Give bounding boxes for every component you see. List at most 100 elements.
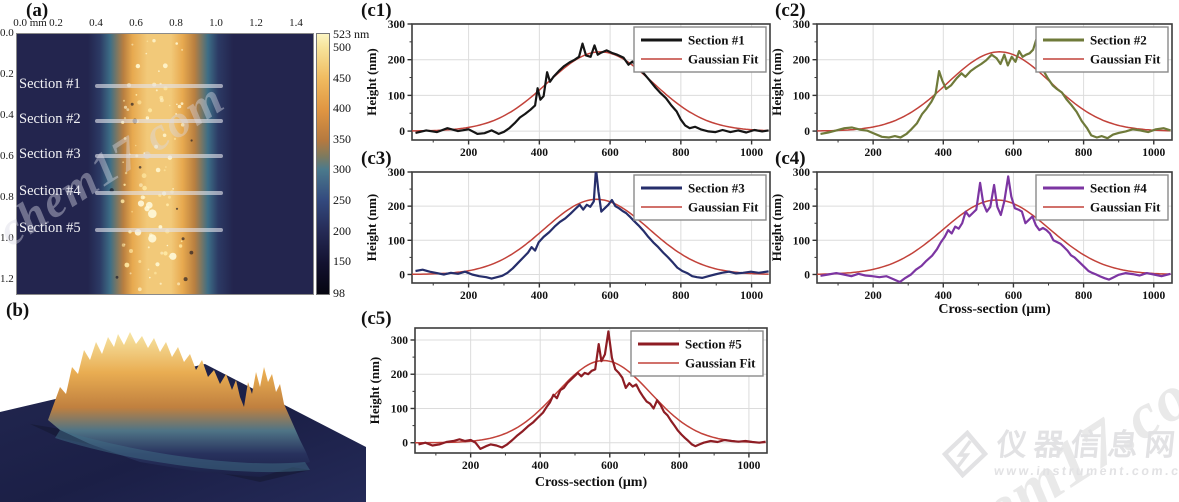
- x-tick-label: 1000: [740, 290, 763, 302]
- x-tick-label: 800: [672, 290, 690, 302]
- legend-label: Gaussian Fit: [688, 200, 759, 215]
- plot-frame: [816, 23, 1173, 141]
- y-tick-label: 0: [402, 438, 408, 450]
- surface-ridge: [48, 332, 310, 477]
- gaussian-fit-line: [412, 198, 769, 276]
- watermark-diagonal-bottom-right: chem17.com: [912, 330, 1179, 502]
- legend-box: [633, 174, 767, 221]
- y-axis-title: Height (nm): [772, 48, 784, 116]
- gaussian-fit-line: [412, 51, 769, 132]
- panel-a-y-tick: 0.4: [0, 108, 14, 121]
- x-tick-label: 400: [935, 147, 953, 158]
- section-data-line: [415, 42, 769, 135]
- section-label: Section #5: [19, 219, 81, 236]
- y-axis-title: Height (nm): [367, 357, 382, 425]
- watermark-site-url: www.instrument.com.cn: [993, 463, 1179, 478]
- x-tick-label: 600: [601, 147, 619, 158]
- legend: Section #2 Gaussian Fit: [1035, 26, 1169, 73]
- panel-a-x-tick: 0.8: [169, 17, 183, 29]
- y-tick-label: 100: [388, 90, 406, 102]
- y-tick-label: 0: [804, 269, 810, 281]
- panel-c1-label: (c1): [361, 0, 392, 21]
- plot-frame: [414, 327, 768, 454]
- legend-box: [633, 26, 767, 73]
- legend-label: Section #2: [1090, 33, 1147, 48]
- panel-c4-label: (c4): [775, 148, 806, 169]
- x-tick-label: 200: [865, 290, 883, 302]
- panel-a-y-tick: 1.2: [0, 272, 14, 285]
- panel-a-y-tick: 0.6: [0, 149, 14, 162]
- x-tick-label: 800: [671, 460, 689, 472]
- panel-a-x-tick: 0.4: [89, 17, 103, 29]
- legend-label: Gaussian Fit: [1090, 52, 1161, 67]
- section-data-line: [415, 172, 769, 280]
- x-tick-label: 1000: [1142, 147, 1165, 158]
- legend-label: Gaussian Fit: [688, 52, 759, 67]
- panel-a-y-tick: 0.2: [0, 67, 14, 80]
- section-line: [95, 153, 223, 158]
- panel-a-heightmap: (a) 0.0 mm 0.2 0.4 0.6 0.8 1.0 1.2 1.4 0.0 0.2 0.…: [0, 0, 369, 300]
- legend-label: Section #4: [1090, 181, 1147, 196]
- legend-label: Section #5: [685, 337, 742, 352]
- chart-c2-plot: 200 400 600 800 1000 0 100 200 300 Height (nm) Sec…: [772, 19, 1173, 158]
- legend-label: Section #1: [688, 33, 745, 48]
- section-line: [95, 119, 223, 124]
- panel-a-x-tick: 1.0: [209, 17, 223, 29]
- x-axis-title: Cross-section (μm): [535, 475, 648, 490]
- panel-a-label: (a): [26, 0, 49, 21]
- panel-b-label: (b): [6, 300, 30, 321]
- chart-c2: (c2) 200 400 600 800 1000 0 100 200 300 Height (nm…: [772, 0, 1177, 158]
- x-tick-label: 400: [531, 290, 549, 302]
- x-axis-title: Cross-section (μm): [938, 302, 1051, 317]
- panel-a-y-tick: 0.0: [0, 27, 14, 39]
- x-tick-label: 600: [601, 290, 619, 302]
- colorbar-tick-label: 250: [333, 193, 351, 207]
- colorbar: [316, 33, 330, 295]
- plot-frame: [411, 171, 771, 284]
- panel-a-x-tick: 0.0 mm: [13, 17, 47, 29]
- panel-c3-label: (c3): [361, 148, 392, 169]
- colorbar-tick-label: 500: [333, 40, 351, 55]
- y-tick-label: 0: [804, 126, 810, 138]
- surface-ridge-foot: [55, 430, 310, 473]
- x-tick-label: 200: [460, 147, 478, 158]
- panel-a-y-tick: 1.0: [0, 231, 14, 244]
- colorbar-tick-label: 200: [333, 223, 351, 238]
- y-tick-label: 200: [388, 201, 406, 213]
- x-tick-label: 200: [462, 460, 480, 472]
- section-label: Section #4: [19, 182, 81, 199]
- heightmap-speckles: [109, 39, 194, 292]
- 3d-surface-plot: [0, 332, 366, 502]
- legend-box: [1035, 26, 1169, 73]
- plot-frame: [816, 171, 1173, 284]
- panel-a-x-tick: 0.2: [49, 17, 63, 29]
- y-axis-title: Height (nm): [364, 194, 379, 262]
- y-tick-label: 300: [793, 19, 811, 31]
- y-tick-label: 0: [399, 126, 405, 138]
- section-line: [95, 84, 223, 89]
- chart-c1: (c1) 200 400 600 800 1000 0 100 200 300 Height (nm…: [358, 0, 776, 158]
- x-tick-label: 400: [531, 147, 549, 158]
- heightmap-image: [16, 33, 314, 295]
- x-tick-label: 400: [532, 460, 550, 472]
- panel-a-x-tick: 1.2: [249, 17, 263, 29]
- section-label: Section #2: [19, 111, 81, 128]
- section-data-line: [820, 38, 1171, 140]
- x-tick-label: 1000: [1142, 290, 1165, 302]
- legend: Section #4 Gaussian Fit: [1035, 174, 1169, 221]
- y-tick-label: 200: [793, 201, 811, 213]
- watermark-site-name: 仪器信息网: [995, 428, 1179, 462]
- x-tick-label: 800: [672, 147, 690, 158]
- y-axis-title: Height (nm): [772, 194, 784, 262]
- x-tick-label: 1000: [740, 147, 763, 158]
- y-tick-label: 100: [793, 90, 811, 102]
- y-tick-label: 300: [388, 167, 406, 179]
- colorbar-tick-label: 300: [333, 162, 351, 177]
- chart-c4: (c4) 200 400 600 800 1000 0 100 200 300 Height (nm…: [772, 148, 1177, 322]
- gaussian-fit-line: [817, 51, 1171, 132]
- y-tick-label: 100: [388, 235, 406, 247]
- section-data-line: [820, 175, 1171, 283]
- colorbar-tick-label: 400: [333, 101, 351, 116]
- y-axis-title: Height (nm): [364, 48, 379, 116]
